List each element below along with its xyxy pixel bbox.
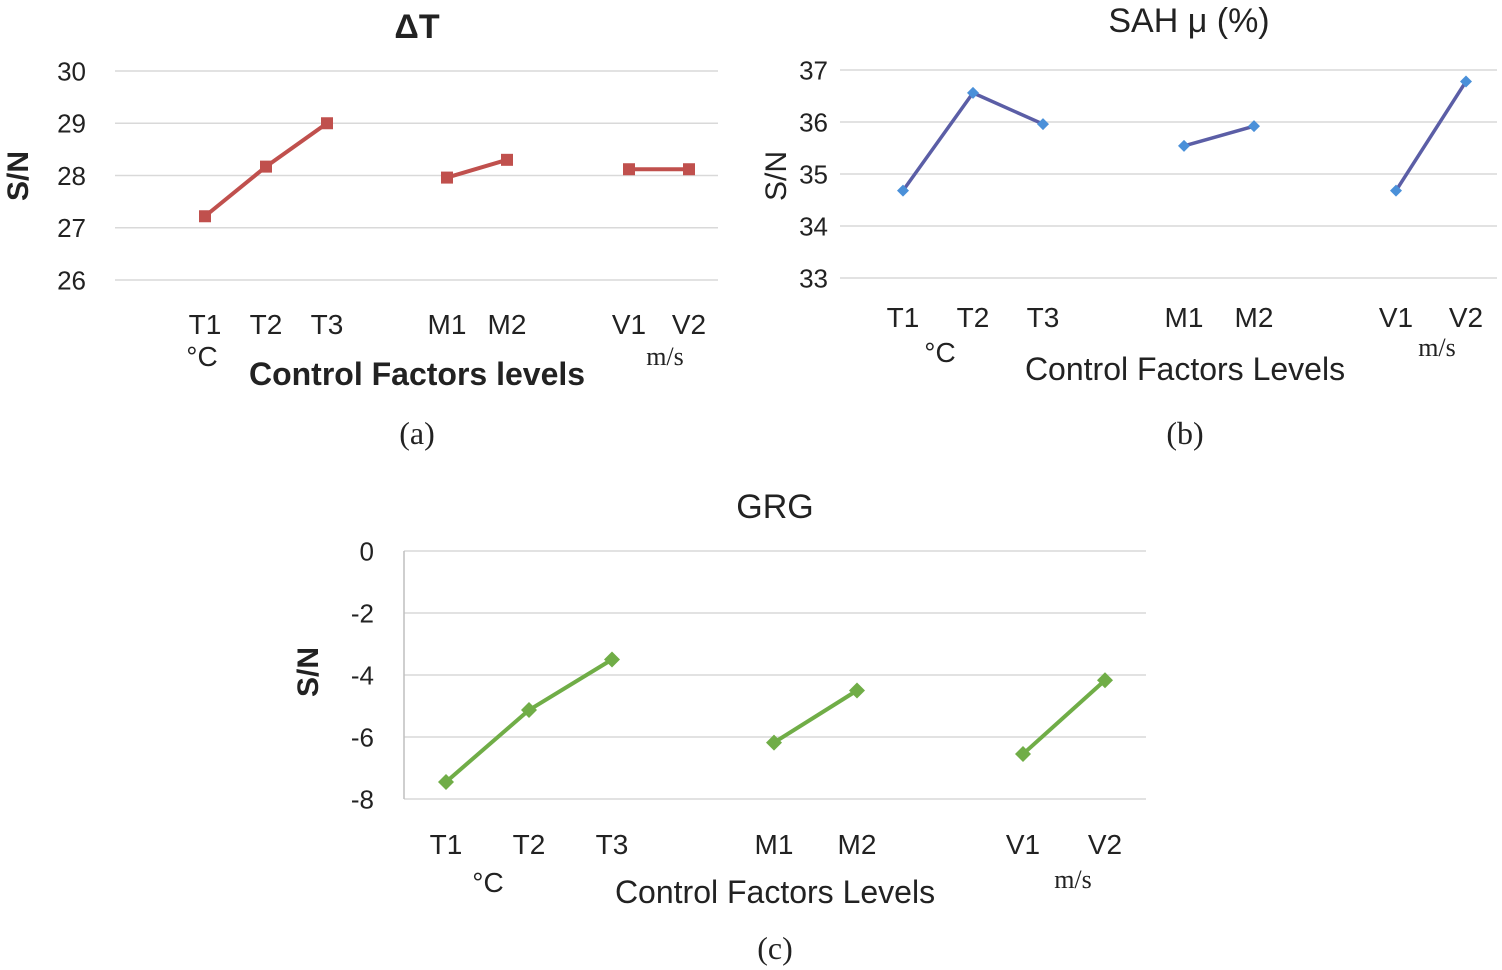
chart-b-ytick-label: 33 [799, 263, 828, 293]
chart-b-point-M1 [1178, 139, 1190, 152]
chart-b-point-T3 [1037, 118, 1049, 131]
chart-a-series-line-mass [446, 157, 508, 180]
chart-a-xtick-label: V2 [672, 309, 706, 340]
chart-a-ytick-label: 26 [57, 265, 86, 295]
chart-c-xtick-label: T1 [430, 829, 463, 860]
chart-c-xtick-label: T2 [513, 829, 546, 860]
chart-c-ytick-label: -8 [351, 784, 374, 814]
chart-a-unit-label-temperature: °C [186, 341, 217, 372]
chart-b-xtick-label: V2 [1449, 302, 1483, 333]
chart-c-xtick-label: V1 [1006, 829, 1040, 860]
chart-b-xtick-label: M1 [1165, 302, 1204, 333]
chart-b-point-V1 [1390, 184, 1402, 197]
chart-a-point-T1 [199, 210, 211, 223]
chart-c-ytick-label: -4 [351, 660, 374, 690]
chart-c-ytick-label: 0 [360, 536, 374, 566]
chart-a-ytick-label: 29 [57, 109, 86, 139]
chart-a-xtick-label: T3 [311, 309, 344, 340]
chart-c-ytick-label: -6 [351, 722, 374, 752]
chart-c-point-T2 [521, 702, 537, 719]
chart-c-xtick-label: M2 [838, 829, 877, 860]
chart-a-ytick-label: 30 [57, 56, 86, 86]
chart-a-point-M1 [441, 171, 453, 184]
chart-a-xtick-label: T1 [189, 309, 222, 340]
chart-c-xlabel: Control Factors Levels [615, 874, 935, 910]
chart-a-xtick-label: T2 [250, 309, 283, 340]
chart-c-ytick-label: -2 [351, 598, 374, 628]
chart-b-series-line-velocity [1394, 80, 1468, 192]
chart-b-xtick-label: V1 [1379, 302, 1413, 333]
chart-c-xtick-label: V2 [1088, 829, 1122, 860]
chart-a-ylabel: S/N [2, 151, 35, 201]
chart-b-point-V2 [1460, 75, 1472, 88]
chart-c-xtick-label: M1 [755, 829, 794, 860]
chart-a-title: ΔT [394, 8, 439, 46]
chart-b-ytick-label: 35 [799, 159, 828, 189]
chart-c-ylabel: S/N [292, 647, 325, 697]
chart-c-title: GRG [736, 488, 813, 526]
chart-c-point-V1 [1015, 746, 1031, 763]
chart-b-point-M2 [1248, 120, 1260, 133]
chart-b-unit-label-velocity: m/s [1418, 333, 1456, 362]
chart-c-point-M1 [766, 734, 782, 751]
chart-b-series-line-mass [1183, 124, 1255, 148]
chart-c-point-V2 [1097, 672, 1113, 689]
chart-b-unit-label-temperature: °C [924, 337, 955, 368]
chart-a-point-T3 [321, 117, 333, 130]
chart-c-series-line-velocity [1021, 678, 1107, 756]
chart-c-series-line-mass [772, 688, 859, 745]
chart-a-xtick-label: M2 [488, 309, 527, 340]
chart-b-xlabel: Control Factors Levels [1025, 351, 1345, 387]
chart-a-ytick-label: 28 [57, 161, 86, 191]
chart-b-xtick-label: T1 [887, 302, 920, 333]
chart-c-caption: (c) [757, 930, 793, 966]
chart-a-caption: (a) [399, 415, 435, 451]
chart-b-series-line-temperature [901, 91, 1044, 192]
chart-b-ytick-label: 34 [799, 211, 828, 241]
chart-a-unit-label-velocity: m/s [646, 342, 684, 371]
chart-b-point-T1 [897, 184, 909, 197]
chart-b-ytick-label: 37 [799, 55, 828, 85]
chart-c-point-T3 [604, 651, 620, 668]
chart-c-point-T1 [438, 773, 454, 790]
chart-c-xtick-label: T3 [596, 829, 629, 860]
chart-a-point-V1 [623, 163, 635, 176]
chart-a-point-T2 [260, 160, 272, 173]
chart-a-point-V2 [683, 163, 695, 176]
chart-a-ytick-label: 27 [57, 213, 86, 243]
chart-c-unit-label-velocity: m/s [1054, 865, 1092, 894]
chart-c-series-line-temperature [444, 657, 614, 784]
chart-b-xtick-label: M2 [1235, 302, 1274, 333]
chart-c-point-M2 [849, 682, 865, 699]
chart-a-xtick-label: V1 [612, 309, 646, 340]
chart-b-ylabel: S/N [760, 151, 793, 201]
chart-a-xlabel: Control Factors levels [249, 356, 585, 392]
chart-b-point-T2 [967, 86, 979, 99]
chart-b-xtick-label: T3 [1027, 302, 1060, 333]
chart-a-point-M2 [501, 153, 513, 166]
chart-b-xtick-label: T2 [957, 302, 990, 333]
chart-b-caption: (b) [1166, 415, 1203, 451]
chart-b-ytick-label: 36 [799, 107, 828, 137]
chart-b-title: SAH μ (%) [1108, 2, 1269, 40]
chart-c-unit-label-temperature: °C [472, 867, 503, 898]
chart-a-xtick-label: M1 [428, 309, 467, 340]
